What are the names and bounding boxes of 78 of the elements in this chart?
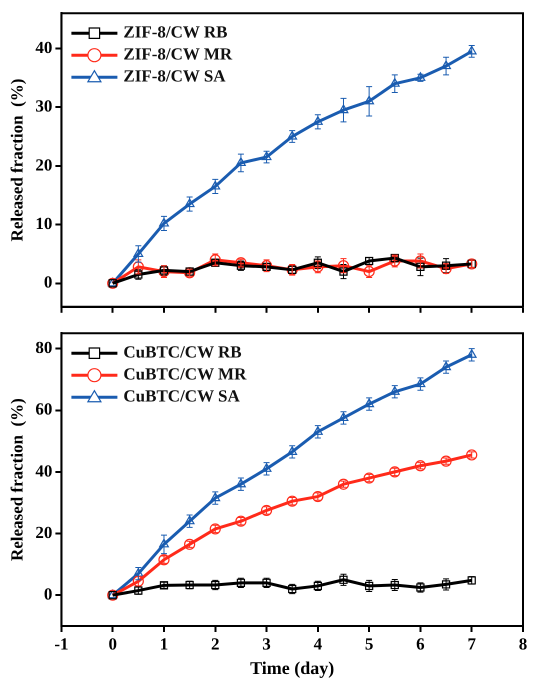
y-tick-label: 0	[44, 584, 52, 604]
x-tick-label: 5	[364, 634, 374, 654]
point	[441, 60, 451, 70]
point	[364, 398, 374, 408]
point	[132, 576, 144, 587]
point	[414, 255, 426, 267]
y-tick-label: 30	[35, 96, 52, 116]
point	[312, 426, 323, 435]
legend-label: ZIF-8/CW RB	[123, 22, 228, 42]
point	[287, 446, 298, 455]
y-tick-label: 40	[35, 461, 52, 480]
legend-label: CuBTC/CW SA	[123, 386, 240, 406]
point	[314, 258, 322, 267]
point	[440, 263, 452, 274]
point	[339, 576, 348, 584]
x-tick-label: 3	[262, 634, 271, 654]
x-tick-label: 8	[518, 634, 528, 654]
point	[133, 248, 144, 258]
point	[364, 266, 375, 278]
point	[260, 260, 272, 272]
point	[338, 104, 348, 114]
point	[416, 262, 425, 272]
y-tick-label: 0	[44, 272, 52, 292]
x-tick-label: 1	[160, 634, 168, 654]
point	[442, 580, 450, 589]
point	[184, 267, 196, 278]
x-axis-title: Time (day)	[250, 658, 334, 678]
y-axis-title: Released fraction (%)	[8, 398, 27, 562]
legend-label: CuBTC/CW RB	[123, 342, 242, 362]
y-axis-title: Released fraction (%)	[8, 78, 27, 242]
point	[338, 412, 348, 422]
point	[415, 378, 426, 388]
x-tick-label: 4	[314, 634, 323, 654]
point	[338, 478, 350, 490]
point	[312, 116, 323, 125]
point	[441, 362, 451, 370]
point	[236, 157, 246, 166]
point	[390, 386, 400, 395]
point	[158, 554, 170, 566]
x-tick-label: -1	[54, 634, 68, 654]
point	[262, 463, 272, 472]
point	[210, 180, 220, 190]
point	[466, 46, 477, 54]
point	[133, 568, 144, 577]
y-tick-label: 40	[35, 38, 52, 57]
legend-label: ZIF-8/CW SA	[123, 66, 226, 86]
x-tick-label: 0	[108, 634, 117, 654]
point	[210, 254, 221, 266]
y-tick-label: 80	[35, 338, 52, 357]
point	[235, 516, 247, 527]
y-tick-label: 20	[35, 155, 52, 174]
point	[184, 516, 195, 524]
legend-label: CuBTC/CW MR	[123, 364, 248, 384]
point	[442, 262, 450, 270]
point	[235, 257, 247, 268]
y-tick-label: 20	[35, 522, 52, 542]
point	[210, 492, 220, 502]
x-tick-label: 7	[467, 634, 476, 654]
point	[159, 218, 169, 227]
y-tick-label: 60	[35, 400, 52, 419]
point	[260, 504, 272, 516]
point	[159, 538, 169, 548]
point	[236, 478, 246, 488]
point	[365, 582, 374, 590]
point	[466, 349, 477, 358]
point	[339, 267, 348, 276]
legend-label: ZIF-8/CW MR	[123, 44, 233, 64]
point	[390, 78, 400, 87]
x-tick-label: 2	[211, 634, 220, 654]
point	[364, 96, 374, 104]
point	[414, 460, 426, 472]
y-tick-label: 10	[35, 214, 52, 233]
point	[184, 198, 195, 208]
x-tick-label: 6	[416, 634, 425, 654]
point	[390, 580, 399, 590]
point	[262, 151, 272, 160]
point	[287, 130, 298, 140]
point	[440, 456, 452, 467]
